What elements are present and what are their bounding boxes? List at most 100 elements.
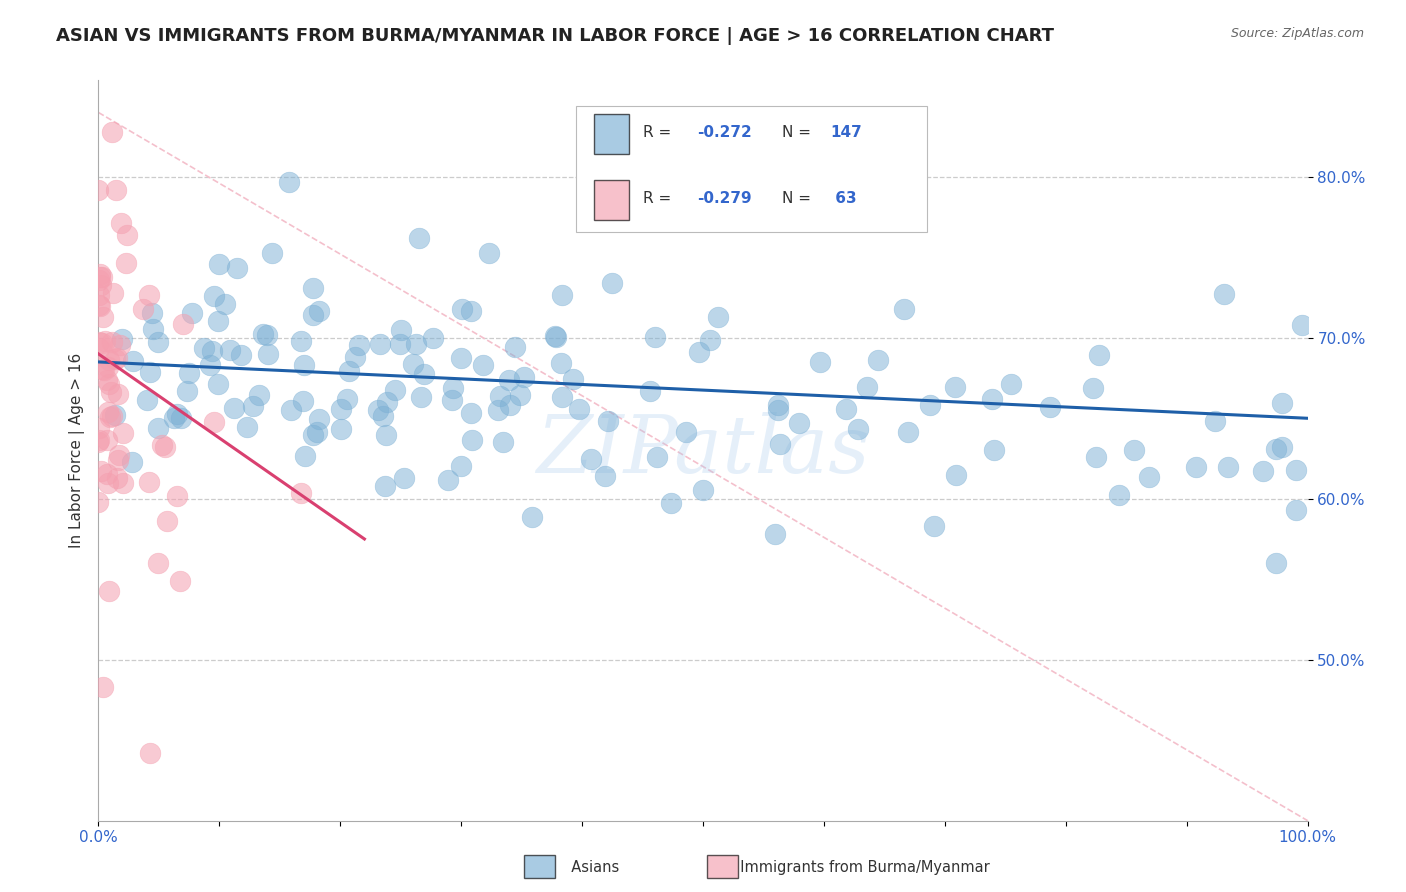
- Point: [105, 351, 128, 365]
- Point: [659, 496, 682, 510]
- Point: [375, 395, 398, 409]
- Point: [87, 287, 110, 301]
- Point: [1204, 413, 1226, 427]
- Point: [138, 365, 160, 379]
- Point: [104, 352, 127, 367]
- Point: [193, 341, 215, 355]
- Point: [763, 527, 786, 541]
- Text: Source: ZipAtlas.com: Source: ZipAtlas.com: [1230, 27, 1364, 40]
- Point: [96, 433, 118, 447]
- Point: [202, 289, 225, 303]
- Point: [141, 306, 163, 320]
- Point: [486, 403, 509, 417]
- Point: [93, 363, 115, 377]
- Point: [846, 421, 869, 435]
- Point: [581, 452, 603, 467]
- Point: [101, 335, 124, 350]
- Point: [225, 260, 247, 275]
- Point: [492, 435, 515, 450]
- Point: [544, 329, 567, 343]
- Point: [1137, 470, 1160, 484]
- Point: [499, 398, 522, 412]
- Point: [918, 398, 941, 412]
- Point: [292, 359, 315, 373]
- Point: [235, 420, 257, 434]
- Point: [551, 390, 574, 404]
- Point: [98, 584, 121, 599]
- Point: [100, 385, 122, 400]
- Point: [136, 393, 159, 408]
- Point: [97, 476, 120, 491]
- Point: [551, 288, 574, 302]
- Point: [375, 428, 398, 442]
- Point: [290, 486, 312, 500]
- Point: [146, 421, 169, 435]
- Text: Immigrants from Burma/Myanmar: Immigrants from Burma/Myanmar: [731, 860, 990, 874]
- Point: [89, 299, 111, 313]
- Point: [645, 450, 668, 464]
- Point: [87, 434, 110, 448]
- Point: [512, 370, 534, 384]
- Point: [450, 301, 472, 316]
- Point: [337, 364, 360, 378]
- Point: [97, 405, 120, 419]
- Point: [1088, 348, 1111, 362]
- Point: [945, 468, 967, 483]
- Point: [166, 408, 188, 422]
- Point: [87, 298, 110, 312]
- Point: [208, 257, 231, 271]
- Point: [100, 125, 122, 139]
- Point: [460, 406, 482, 420]
- Point: [100, 409, 122, 424]
- Point: [290, 334, 312, 348]
- Point: [1212, 287, 1234, 301]
- Point: [247, 388, 270, 402]
- Point: [180, 306, 202, 320]
- Point: [252, 327, 274, 342]
- Point: [460, 303, 482, 318]
- Point: [1122, 443, 1144, 458]
- Point: [943, 380, 966, 394]
- Point: [91, 336, 114, 351]
- Point: [422, 331, 444, 345]
- Point: [981, 392, 1004, 406]
- Point: [644, 330, 666, 344]
- Point: [509, 388, 531, 402]
- Text: N =: N =: [782, 125, 815, 140]
- Text: ASIAN VS IMMIGRANTS FROM BURMA/MYANMAR IN LABOR FORCE | AGE > 16 CORRELATION CHA: ASIAN VS IMMIGRANTS FROM BURMA/MYANMAR I…: [56, 27, 1054, 45]
- Point: [488, 389, 510, 403]
- Point: [202, 415, 225, 429]
- Point: [302, 428, 325, 442]
- Point: [688, 345, 710, 359]
- Point: [368, 337, 391, 351]
- Point: [98, 352, 121, 367]
- Point: [142, 322, 165, 336]
- Point: [394, 471, 416, 485]
- Y-axis label: In Labor Force | Age > 16: In Labor Force | Age > 16: [69, 353, 84, 548]
- FancyBboxPatch shape: [595, 180, 630, 220]
- Point: [1108, 488, 1130, 502]
- Point: [561, 372, 583, 386]
- Point: [229, 349, 252, 363]
- Point: [91, 362, 114, 376]
- Point: [294, 449, 316, 463]
- Point: [367, 403, 389, 417]
- Point: [112, 425, 135, 440]
- Point: [131, 301, 153, 316]
- FancyBboxPatch shape: [576, 106, 927, 232]
- Point: [87, 434, 110, 449]
- Point: [692, 483, 714, 497]
- Point: [89, 272, 111, 286]
- Point: [156, 514, 179, 528]
- Point: [198, 358, 221, 372]
- Point: [89, 421, 111, 435]
- Point: [568, 402, 591, 417]
- Point: [89, 269, 111, 284]
- Point: [260, 246, 283, 260]
- Point: [1264, 556, 1286, 570]
- Point: [93, 310, 115, 324]
- Point: [148, 334, 170, 349]
- Point: [808, 355, 831, 369]
- Point: [1271, 440, 1294, 454]
- Point: [675, 425, 697, 439]
